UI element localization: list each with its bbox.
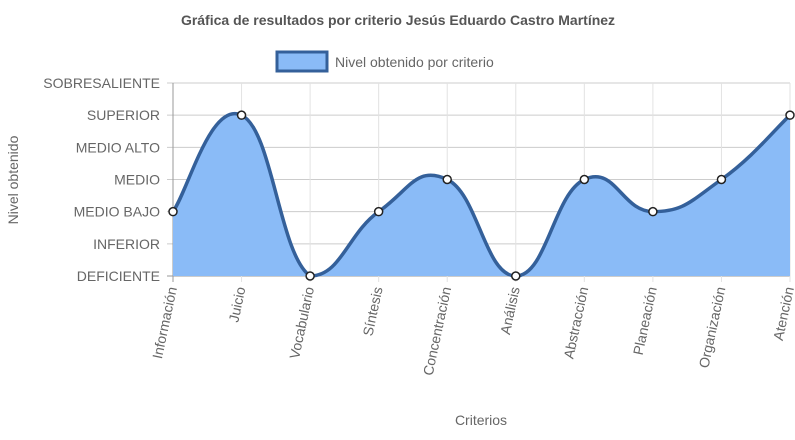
chart-title: Gráfica de resultados por criterio Jesús… [181, 12, 615, 28]
y-tick-label: MEDIO BAJO [74, 204, 160, 220]
x-tick-label: Análisis [497, 285, 523, 336]
y-axis-label: Nivel obtenido [5, 135, 21, 224]
x-tick-label: Vocabulario [286, 285, 317, 360]
data-point[interactable] [305, 271, 315, 281]
x-axis-ticks: Información Juicio Vocabulario Síntesis Conc… [149, 285, 795, 377]
series-area [173, 113, 790, 276]
data-point[interactable] [511, 271, 521, 281]
x-tick-label: Juicio [225, 285, 248, 324]
legend-swatch [275, 50, 329, 73]
data-point[interactable] [579, 174, 590, 185]
x-tick-label: Atención [770, 285, 795, 342]
y-axis-ticks: DEFICIENTE INFERIOR MEDIO BAJO MEDIO MEDIO A… [43, 75, 160, 284]
y-tick-label: INFERIOR [93, 236, 160, 252]
x-tick-label: Abstracción [560, 285, 591, 360]
plot-area [171, 111, 792, 278]
y-tick-label: DEFICIENTE [77, 268, 160, 284]
y-tick-label: MEDIO ALTO [76, 139, 160, 155]
series-line [171, 111, 792, 278]
y-tick-label: SUPERIOR [87, 107, 160, 123]
y-tick-label: MEDIO [114, 172, 160, 188]
legend-label: Nivel obtenido por criterio [335, 54, 494, 70]
y-tick-label: SOBRESALIENTE [43, 75, 160, 91]
data-point[interactable] [716, 174, 727, 185]
data-point[interactable] [648, 206, 658, 217]
data-point[interactable] [785, 110, 795, 120]
legend[interactable]: Nivel obtenido por criterio [275, 50, 494, 73]
data-point[interactable] [168, 206, 178, 217]
x-tick-label: Síntesis [360, 285, 386, 337]
data-point[interactable] [442, 174, 452, 185]
data-point[interactable] [236, 110, 247, 120]
x-tick-label: Información [149, 285, 180, 360]
x-tick-label: Concentración [420, 285, 454, 377]
data-points [168, 110, 795, 281]
x-tick-label: Organización [696, 285, 729, 369]
data-point[interactable] [373, 206, 384, 217]
x-tick-label: Planeación [630, 285, 660, 356]
x-axis-label: Criterios [455, 412, 507, 428]
